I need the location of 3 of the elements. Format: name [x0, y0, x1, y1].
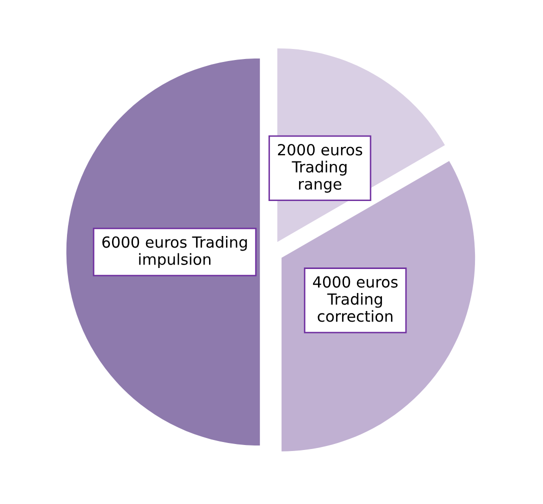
- slice-label: 6000 euros Trading impulsion: [102, 236, 247, 268]
- slice-label: 4000 euros Trading correction: [313, 276, 398, 322]
- slice-label: 2000 euros Trading range: [278, 144, 362, 193]
